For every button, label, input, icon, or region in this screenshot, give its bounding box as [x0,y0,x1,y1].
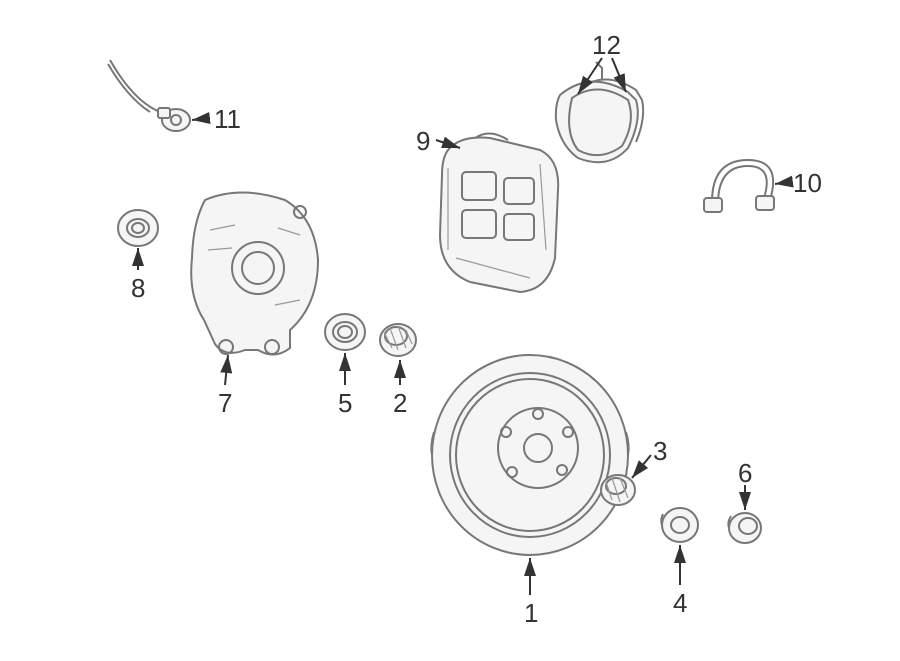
callout-9: 9 [416,126,430,157]
part-ring-seal [118,210,158,246]
diagram-svg [0,0,900,661]
callout-11: 11 [214,104,241,135]
callout-5: 5 [338,388,352,419]
callout-1: 1 [524,598,538,629]
callout-4: 4 [673,588,687,619]
part-bearing-inner [601,475,635,505]
diagram-stage: 1 2 3 4 5 6 7 8 9 10 11 12 [0,0,900,661]
part-splash-shield [191,193,318,355]
callout-6: 6 [738,458,752,489]
part-caliper [440,133,558,292]
part-bearing-outer [380,324,416,356]
part-dust-cap [728,513,761,543]
part-washer [661,508,698,542]
callout-12: 12 [592,30,621,61]
part-abs-sensor [108,60,190,131]
part-brake-hose [704,160,774,212]
callout-10: 10 [793,168,822,199]
part-seal [325,314,365,350]
leader-lines [138,58,790,595]
callout-8: 8 [131,273,145,304]
callout-2: 2 [393,388,407,419]
part-rotor [431,355,628,555]
callout-7: 7 [218,388,232,419]
part-brake-pads [556,62,643,162]
callout-3: 3 [653,436,667,467]
